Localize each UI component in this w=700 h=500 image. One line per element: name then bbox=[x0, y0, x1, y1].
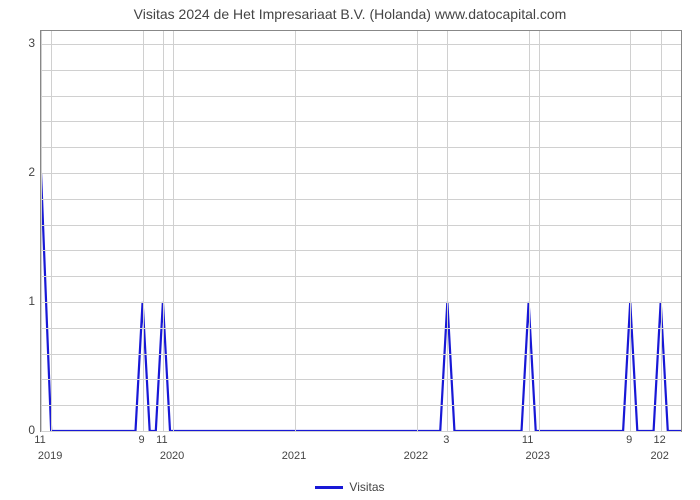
legend-swatch bbox=[315, 486, 343, 489]
legend: Visitas bbox=[0, 480, 700, 494]
legend-label: Visitas bbox=[349, 480, 384, 494]
gridline-h bbox=[41, 147, 681, 148]
gridline-v bbox=[41, 31, 42, 431]
gridline-h bbox=[41, 328, 681, 329]
gridline-h bbox=[41, 225, 681, 226]
gridline-v bbox=[173, 31, 174, 431]
gridline-v bbox=[661, 31, 662, 431]
x-tick-year: 2020 bbox=[160, 450, 184, 462]
x-tick-month: 9 bbox=[139, 434, 145, 446]
x-tick-year: 2022 bbox=[404, 450, 428, 462]
gridline-v bbox=[143, 31, 144, 431]
gridline-h bbox=[41, 96, 681, 97]
chart-title: Visitas 2024 de Het Impresariaat B.V. (H… bbox=[0, 6, 700, 22]
gridline-v bbox=[163, 31, 164, 431]
y-tick-label: 1 bbox=[5, 294, 35, 308]
x-tick-month: 9 bbox=[626, 434, 632, 446]
gridline-v bbox=[295, 31, 296, 431]
gridline-h bbox=[41, 379, 681, 380]
gridline-h bbox=[41, 121, 681, 122]
gridline-v bbox=[539, 31, 540, 431]
y-tick-label: 2 bbox=[5, 165, 35, 179]
x-tick-month: 11 bbox=[156, 434, 167, 446]
gridline-v bbox=[447, 31, 448, 431]
x-tick-year: 2019 bbox=[38, 450, 62, 462]
gridline-v bbox=[630, 31, 631, 431]
gridline-h bbox=[41, 405, 681, 406]
y-tick-label: 3 bbox=[5, 36, 35, 50]
gridline-h bbox=[41, 173, 681, 174]
gridline-v bbox=[529, 31, 530, 431]
gridline-h bbox=[41, 44, 681, 45]
gridline-h bbox=[41, 354, 681, 355]
gridline-h bbox=[41, 302, 681, 303]
x-tick-year: 202 bbox=[650, 450, 668, 462]
line-path-svg bbox=[41, 31, 681, 431]
y-tick-label: 0 bbox=[5, 423, 35, 437]
x-tick-month: 3 bbox=[443, 434, 449, 446]
gridline-h bbox=[41, 70, 681, 71]
x-tick-year: 2021 bbox=[282, 450, 306, 462]
x-tick-month: 11 bbox=[34, 434, 45, 446]
plot-area bbox=[40, 30, 682, 432]
gridline-h bbox=[41, 199, 681, 200]
chart-container: Visitas 2024 de Het Impresariaat B.V. (H… bbox=[0, 0, 700, 500]
x-tick-month: 12 bbox=[654, 434, 666, 446]
gridline-h bbox=[41, 250, 681, 251]
gridline-h bbox=[41, 276, 681, 277]
gridline-v bbox=[417, 31, 418, 431]
x-tick-year: 2023 bbox=[526, 450, 550, 462]
x-tick-month: 11 bbox=[522, 434, 533, 446]
gridline-h bbox=[41, 431, 681, 432]
gridline-v bbox=[51, 31, 52, 431]
